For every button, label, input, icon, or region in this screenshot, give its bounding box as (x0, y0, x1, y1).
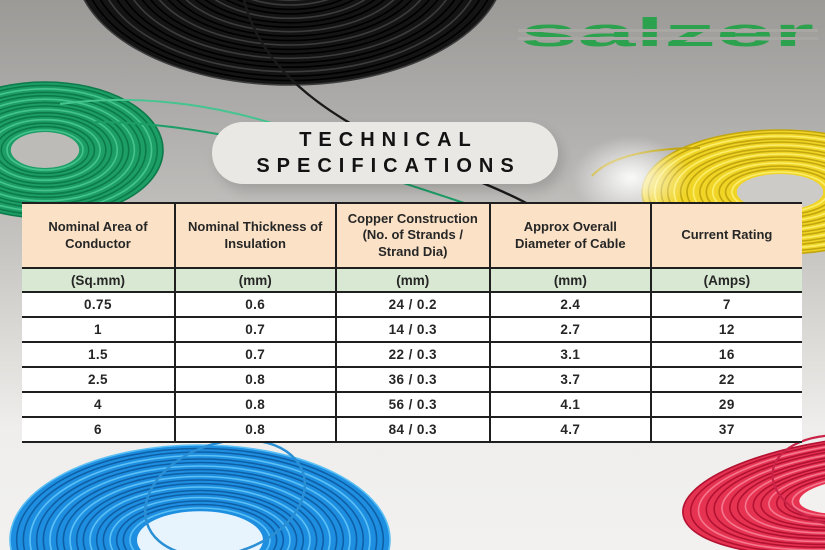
spec-cell: 56 / 0.3 (334, 391, 491, 418)
spec-cell: 0.7 (173, 316, 337, 343)
spec-cell: 0.8 (173, 391, 337, 418)
brand-logo-wordmark: salzer (518, 11, 818, 55)
title-line1: TECHNICAL (299, 129, 478, 151)
brand-logo: salzer (518, 8, 818, 55)
spec-cell: 29 (649, 391, 802, 418)
unit-cell: (Sq.mm) (22, 267, 176, 293)
spec-cell: 14 / 0.3 (334, 316, 491, 343)
spec-cell: 84 / 0.3 (334, 416, 491, 443)
table-row: 6 0.8 84 / 0.3 4.7 37 (22, 416, 802, 443)
spec-cell: 2.4 (488, 291, 652, 318)
spec-cell: 1.5 (22, 341, 176, 368)
spec-cell: 0.6 (173, 291, 337, 318)
spec-cell: 4 (22, 391, 176, 418)
spec-cell: 12 (649, 316, 802, 343)
table-row: 4 0.8 56 / 0.3 4.1 29 (22, 391, 802, 418)
spec-cell: 0.8 (173, 366, 337, 393)
spec-cell: 4.7 (488, 416, 652, 443)
table-row: 1 0.7 14 / 0.3 2.7 12 (22, 316, 802, 343)
title-pill: TECHNICAL SPECIFICATIONS (212, 122, 558, 184)
spec-cell: 2.5 (22, 366, 176, 393)
spec-cell: 24 / 0.2 (334, 291, 491, 318)
table-row: 2.5 0.8 36 / 0.3 3.7 22 (22, 366, 802, 393)
column-header: Nominal Thickness of Insulation (173, 202, 337, 269)
spec-cell: 0.75 (22, 291, 176, 318)
table-row: 1.5 0.7 22 / 0.3 3.1 16 (22, 341, 802, 368)
unit-cell: (Amps) (649, 267, 802, 293)
brand-logo-text: salzer (520, 11, 814, 54)
table-row: 0.75 0.6 24 / 0.2 2.4 7 (22, 291, 802, 318)
column-header: Nominal Area of Conductor (22, 202, 176, 269)
unit-cell: (mm) (334, 267, 491, 293)
column-header: Current Rating (649, 202, 802, 269)
spec-cell: 3.1 (488, 341, 652, 368)
spec-cell: 4.1 (488, 391, 652, 418)
spec-cell: 2.7 (488, 316, 652, 343)
header-row: Nominal Area of Conductor Nominal Thickn… (22, 202, 802, 269)
spec-cell: 0.8 (173, 416, 337, 443)
logo-stripe (518, 29, 818, 32)
spec-cell: 3.7 (488, 366, 652, 393)
column-header: Approx Overall Diameter of Cable (488, 202, 652, 269)
spec-cell: 1 (22, 316, 176, 343)
logo-stripe (518, 37, 818, 40)
spec-cell: 37 (649, 416, 802, 443)
spec-cell: 0.7 (173, 341, 337, 368)
units-row: (Sq.mm) (mm) (mm) (mm) (Amps) (22, 267, 802, 293)
spec-cell: 22 (649, 366, 802, 393)
spec-cell: 7 (649, 291, 802, 318)
unit-cell: (mm) (173, 267, 337, 293)
title-line2: SPECIFICATIONS (256, 155, 521, 177)
unit-cell: (mm) (488, 267, 652, 293)
spec-cell: 16 (649, 341, 802, 368)
spec-table: Nominal Area of Conductor Nominal Thickn… (22, 202, 802, 443)
spec-cell: 22 / 0.3 (334, 341, 491, 368)
spec-cell: 6 (22, 416, 176, 443)
column-header: Copper Construction (No. of Strands / St… (334, 202, 491, 269)
spec-cell: 36 / 0.3 (334, 366, 491, 393)
